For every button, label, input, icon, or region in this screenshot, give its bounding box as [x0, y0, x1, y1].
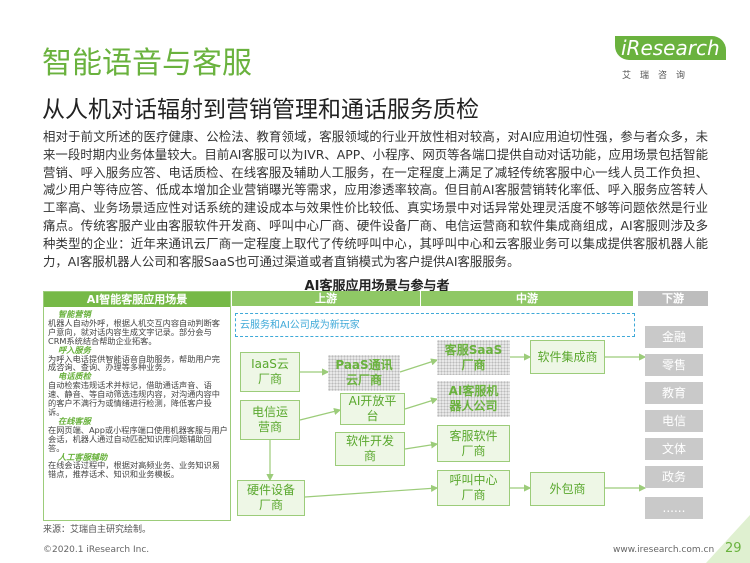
logo: iResearch [615, 36, 726, 60]
scene-text: 自动检索违规话术并标记，借助通话声音、语速、静音、等自动筛选违规内容，对沟通内容… [48, 380, 220, 417]
stream-header: 中游 [421, 291, 633, 306]
downstream-box: 金融 [645, 326, 703, 348]
scene-text: 为呼入电话提供智能语音自助服务，帮助用户完成咨询、查询、办理等多种业务。 [48, 353, 220, 373]
scene-title: AI智能客服应用场景 [44, 292, 230, 307]
note-box [235, 313, 635, 337]
scene-text: 在线会话过程中，根据对高频业务、业务知识易错点，推荐话术、知识和业务模板。 [48, 460, 220, 480]
title: 智能语音与客服 [42, 46, 252, 81]
scene-heading: 智能营销 [58, 309, 91, 319]
logo-cn: 艾瑞咨询 [622, 71, 695, 81]
note: 云服务和AI公司成为新玩家 [240, 320, 360, 331]
downstream-box: 教育 [645, 382, 703, 404]
scene-panel: AI智能客服应用场景 智能营销 机器人自动外呼，根据人机交互内容自动判断客户意向，… [43, 291, 231, 521]
stream-header: 上游 [232, 291, 420, 306]
participant-box: 呼叫中心厂商 [437, 470, 510, 506]
downstream-box: ...... [645, 497, 703, 519]
scene-text: 在网页端、App或小程序端口使用机器客服与用户会话，机器人通过自动匹配知识库问题… [48, 424, 228, 453]
participant-box: 外包商 [530, 472, 605, 506]
scene-heading: 电话质检 [58, 371, 91, 382]
scene-text: 机器人自动外呼，根据人机交互内容自动判断客户意向，就对话内容生成文字记录。部分会… [48, 317, 220, 346]
participant-box: 客服软件厂商 [437, 425, 510, 462]
participant-box: 硬件设备厂商 [237, 480, 305, 516]
subtitle: 从人机对话辐射到营销管理和通话服务质检 [42, 97, 479, 123]
figure-title: AI客服应用场景与参与者 [304, 279, 450, 294]
scene-heading: 人工客服辅助 [58, 451, 108, 462]
url: www.iresearch.com.cn [613, 545, 715, 555]
stream-header: 下游 [638, 291, 708, 306]
downstream-box: 政务 [645, 466, 703, 488]
downstream-box: 电信 [645, 410, 703, 432]
scene-heading: 在线客服 [58, 415, 91, 426]
downstream-box: 文体 [645, 438, 703, 460]
participant-box: 软件开发商 [335, 432, 405, 466]
participant-box: AI开放平台 [340, 393, 405, 425]
downstream-box: 零售 [645, 354, 703, 376]
body-text: 相对于前文所述的医疗健康、公检法、教育领域，客服领域的行业开放性相对较高，对AI… [43, 129, 708, 269]
scene-heading: 呼入服务 [58, 344, 91, 355]
participant-box: 客服SaaS厂商 [437, 340, 510, 375]
participant-box: PaaS通讯云厂商 [328, 355, 400, 391]
participant-box: 电信运营商 [240, 400, 300, 440]
participant-box: AI客服机器人公司 [437, 381, 510, 417]
scene-list: 智能营销 机器人自动外呼，根据人机交互内容自动判断客户意向，就对话内容生成文字记录… [48, 310, 228, 479]
participant-box: IaaS云厂商 [240, 352, 300, 392]
corner-decor [706, 515, 750, 563]
copyright: ©2020.1 iResearch Inc. [43, 545, 150, 555]
participant-box: 软件集成商 [530, 340, 605, 374]
source: 来源：艾瑞自主研究绘制。 [43, 525, 152, 535]
page-number: 29 [725, 541, 742, 556]
